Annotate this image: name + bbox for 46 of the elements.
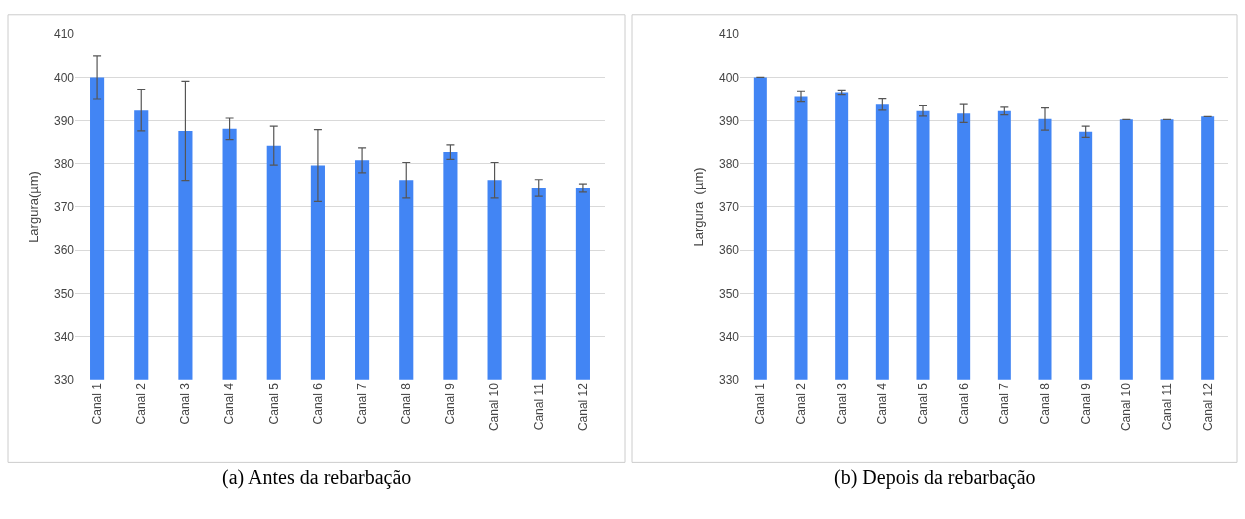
y-tick-label: 390	[718, 113, 740, 128]
y-tick-label: 410	[53, 27, 75, 42]
x-tick-label: Canal 10	[1119, 382, 1134, 432]
y-tick-label: 400	[53, 70, 75, 85]
x-tick-label: Canal 5	[915, 382, 930, 425]
x-tick-label: Canal 4	[875, 382, 890, 425]
x-tick-label: Canal 4	[222, 382, 237, 425]
x-tick-label: Canal 1	[753, 382, 768, 425]
y-tick-label: 360	[53, 243, 75, 258]
x-tick-label: Canal 6	[956, 382, 971, 425]
y-tick-label: 360	[718, 243, 740, 258]
y-tick-label: 350	[718, 286, 740, 301]
x-tick-label: Canal 10	[487, 382, 502, 432]
y-axis-title: Largura (µm)	[690, 167, 706, 247]
x-tick-label: Canal 2	[134, 382, 149, 425]
y-tick-label: 330	[53, 372, 75, 387]
y-tick-label: 410	[718, 27, 740, 42]
x-tick-label: Canal 2	[793, 382, 808, 425]
x-tick-label: Canal 12	[575, 382, 590, 432]
y-tick-label: 340	[53, 329, 75, 344]
y-tick-label: 400	[718, 70, 740, 85]
x-tick-label: Canal 6	[310, 382, 325, 425]
x-tick-label: Canal 7	[354, 382, 369, 425]
text: (b) Depois da rebarbação	[834, 466, 1036, 489]
y-tick-label: 350	[53, 286, 75, 301]
x-tick-label: Canal 7	[997, 382, 1012, 425]
y-tick-label: 390	[53, 113, 75, 128]
x-tick-label: Canal 11	[531, 382, 546, 431]
y-tick-label: 340	[718, 329, 740, 344]
y-axis-title: Largura(µm)	[25, 171, 41, 243]
x-tick-label: Canal 9	[443, 382, 458, 425]
x-tick-label: Canal 5	[266, 382, 281, 425]
y-tick-label: 380	[718, 156, 740, 171]
x-tick-label: Canal 3	[178, 382, 193, 425]
x-tick-label: Canal 8	[399, 382, 414, 425]
y-tick-label: 370	[718, 200, 740, 215]
x-tick-label: Canal 3	[834, 382, 849, 425]
x-tick-label: Canal 1	[89, 382, 104, 425]
x-tick-label: Canal 8	[1037, 382, 1052, 425]
x-tick-label: Canal 12	[1200, 382, 1215, 432]
x-tick-label: Canal 9	[1078, 382, 1093, 425]
x-tick-label: Canal 11	[1159, 382, 1174, 431]
y-tick-label: 380	[53, 156, 75, 171]
y-tick-label: 370	[53, 200, 75, 215]
y-tick-label: 330	[718, 372, 740, 387]
text: (a) Antes da rebarbação	[222, 466, 412, 489]
